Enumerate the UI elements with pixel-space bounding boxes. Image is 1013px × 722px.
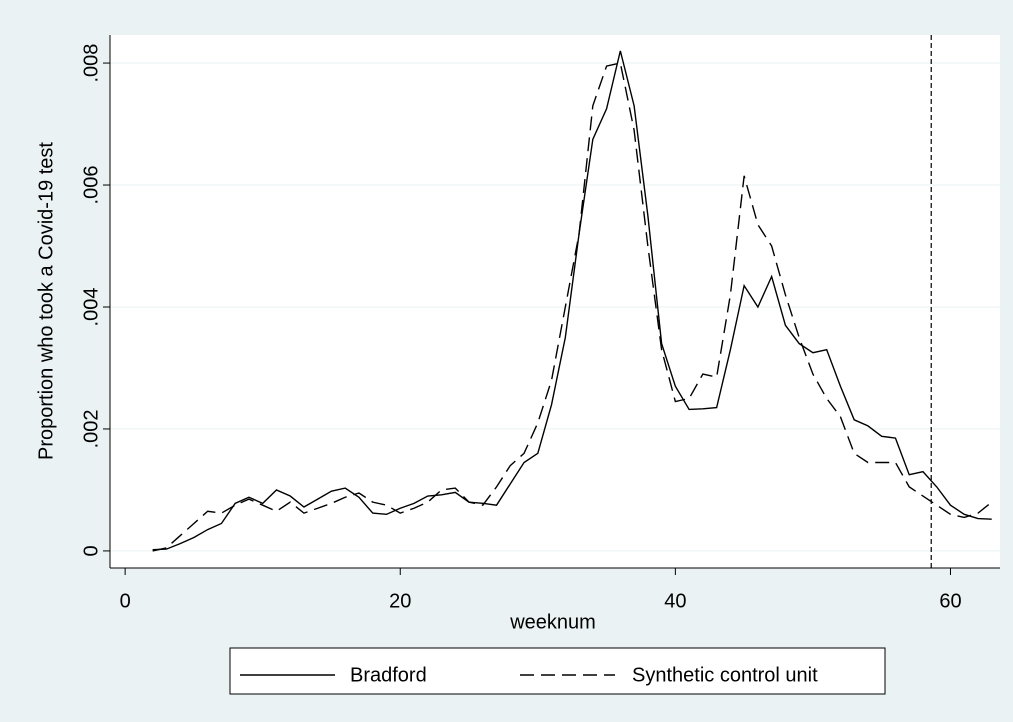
lines [152,50,993,552]
x-tick-label: 20 [389,590,411,612]
series-line [152,50,992,551]
x-tick-label: 40 [664,590,686,612]
series-line [152,62,993,552]
y-tick-label: .002 [80,409,102,448]
legend-label: Bradford [350,664,427,686]
x-tick-label: 60 [939,590,961,612]
legend-label: Synthetic control unit [632,664,818,686]
x-axis-label: weeknum [509,611,596,633]
y-tick-label: .004 [80,288,102,327]
plot-area [110,35,1000,568]
y-tick-label: .006 [80,166,102,205]
legend [229,647,886,695]
y-axis-label: Proportion who took a Covid-19 test [35,142,57,460]
y-tick-label: .008 [80,44,102,83]
grid [110,62,1000,552]
y-tick-label: 0 [80,545,102,556]
x-tick-label: 0 [120,590,131,612]
legend-items: Bradford Synthetic control unit [240,664,818,686]
